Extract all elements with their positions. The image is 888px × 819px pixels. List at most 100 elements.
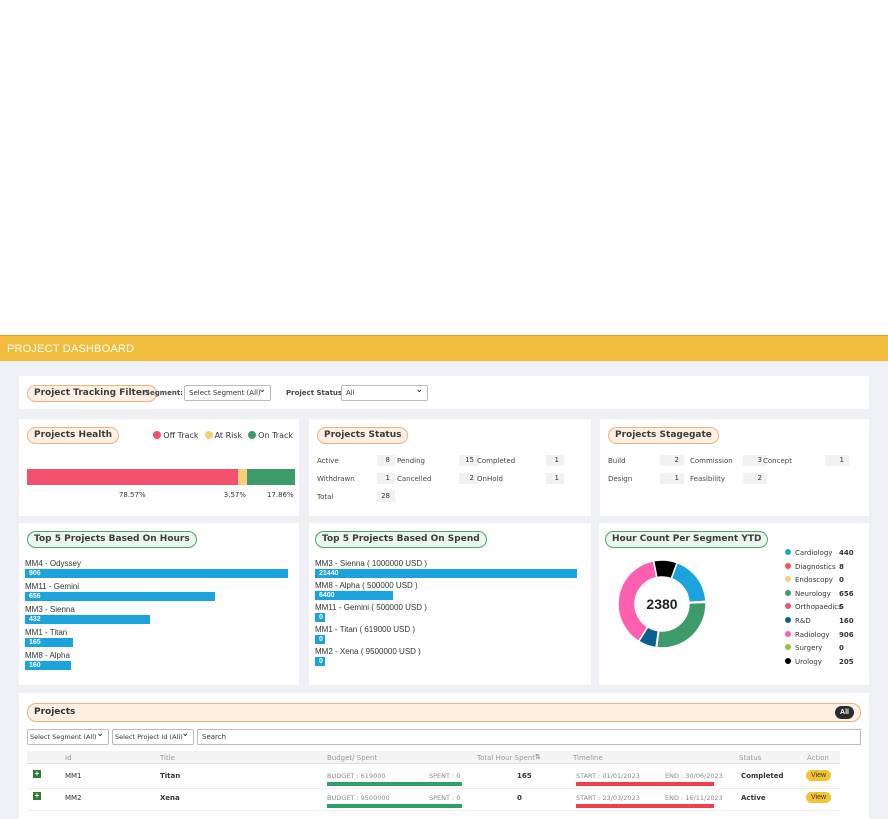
status-count: 1 bbox=[546, 473, 564, 484]
segment-legend-item[interactable]: Cardiology 440 bbox=[785, 549, 854, 557]
projects-id-select[interactable]: Select Project Id (All) bbox=[112, 727, 194, 745]
top_spend-bar-label: MM2 - Xena ( 9500000 USD ) bbox=[315, 647, 421, 656]
top-spend-card: Top 5 Projects Based On Spend MM3 - Sien… bbox=[309, 523, 591, 685]
dashboard-body: Project Tracking Filter: Segment: Select… bbox=[0, 361, 888, 819]
projects-segment-select[interactable]: Select Segment (All) bbox=[27, 727, 109, 745]
segment-label: Segment: bbox=[145, 389, 183, 397]
segment-legend-item[interactable]: Endoscopy 0 bbox=[785, 576, 844, 584]
stagegate-label: Design bbox=[608, 475, 633, 483]
budget-bar bbox=[327, 804, 462, 808]
cell-id: MM2 bbox=[65, 794, 82, 802]
segment-legend-name: Neurology bbox=[795, 589, 831, 598]
top_hours-bar: 906 bbox=[25, 569, 288, 578]
expand-icon[interactable]: + bbox=[33, 791, 41, 800]
segment-legend-value: 906 bbox=[839, 630, 854, 639]
dashboard-header: PROJECT DASHBOARD bbox=[0, 335, 888, 361]
top_hours-bar: 160 bbox=[25, 661, 72, 670]
status-label: Completed bbox=[477, 457, 516, 465]
top_spend-bar-label: MM3 - Sienna ( 1000000 USD ) bbox=[315, 559, 428, 568]
segment-legend-item[interactable]: Neurology 656 bbox=[785, 589, 854, 598]
legend-dot-icon bbox=[785, 562, 791, 569]
status-label: Cancelled bbox=[397, 475, 432, 483]
legend-dot-icon bbox=[785, 589, 791, 596]
top_hours-bar-label: MM4 - Odyssey bbox=[25, 559, 82, 568]
health-legend: Off Track At Risk On Track bbox=[147, 431, 293, 440]
health-percent-label: 17.86% bbox=[266, 491, 294, 499]
health-bar-segment bbox=[27, 469, 238, 485]
status-select[interactable]: All bbox=[341, 383, 428, 401]
health-legend-label: Off Track bbox=[163, 431, 199, 440]
segment-legend-name: Radiology bbox=[795, 630, 830, 639]
segment-legend-value: 8 bbox=[839, 562, 844, 571]
column-header: Id bbox=[65, 754, 72, 762]
segment-legend-item[interactable]: R&D 160 bbox=[785, 617, 854, 625]
segment-legend-value: 205 bbox=[839, 657, 854, 666]
legend-dot-icon bbox=[785, 576, 791, 583]
status-count: 2 bbox=[459, 473, 479, 484]
projects-title: Projects bbox=[34, 707, 76, 717]
segment-legend-value: 160 bbox=[839, 617, 854, 625]
column-header[interactable]: Total Hour Spent bbox=[477, 754, 536, 762]
status-label: Active bbox=[317, 457, 339, 465]
all-badge[interactable]: All bbox=[835, 706, 854, 719]
filter-card: Project Tracking Filter: Segment: Select… bbox=[19, 376, 869, 409]
segment-legend-item[interactable]: Urology 205 bbox=[785, 657, 854, 666]
segment-select[interactable]: Select Segment (All) bbox=[184, 383, 271, 401]
top_hours-bar: 165 bbox=[25, 638, 73, 647]
stagegate-label: Feasibility bbox=[690, 475, 725, 483]
cell-start: START : 23/03/2023 bbox=[576, 794, 640, 802]
health-bar-segment bbox=[247, 469, 295, 485]
segment-legend-value: 0 bbox=[839, 644, 844, 653]
segment-legend-item[interactable]: Surgery 0 bbox=[785, 644, 844, 652]
top_hours-bar: 432 bbox=[25, 615, 151, 624]
projects-health-card: Projects Health Off Track At Risk On Track… bbox=[19, 419, 299, 516]
top_hours-bar-label: MM1 - Titan bbox=[25, 628, 68, 637]
cell-title: Titan bbox=[160, 772, 181, 780]
segment-legend-name: Urology bbox=[795, 657, 822, 666]
segment-legend-item[interactable]: Orthopaedics 5 bbox=[785, 603, 844, 612]
projects-status-title: Projects Status bbox=[317, 427, 409, 444]
stagegate-count: 2 bbox=[660, 455, 684, 466]
column-header: Action bbox=[807, 754, 829, 762]
hour-segment-donut: 2380 bbox=[617, 559, 707, 649]
search-input[interactable]: Search bbox=[197, 729, 861, 745]
segment-legend-item[interactable]: Diagnostics 8 bbox=[785, 562, 844, 571]
cell-end: END : 16/11/2023 bbox=[665, 794, 723, 802]
cell-spent: SPENT : 0 bbox=[429, 794, 461, 802]
segment-legend-name: Diagnostics bbox=[795, 562, 836, 571]
column-header: Budget/ Spent bbox=[327, 754, 378, 762]
health-legend-item: At Risk bbox=[204, 431, 243, 440]
view-button[interactable]: View bbox=[806, 770, 831, 781]
top_hours-bar-label: MM11 - Gemini bbox=[25, 582, 80, 591]
budget-bar bbox=[327, 782, 462, 786]
view-button[interactable]: View bbox=[806, 792, 831, 803]
legend-dot-icon bbox=[785, 657, 791, 664]
health-legend-label: At Risk bbox=[214, 431, 243, 440]
cell-hours: 165 bbox=[517, 772, 532, 780]
legend-dot-icon bbox=[785, 630, 791, 637]
cell-status: Completed bbox=[741, 772, 784, 780]
cell-budget: BUDGET : 9500000 bbox=[327, 794, 390, 802]
legend-dot-icon bbox=[785, 549, 791, 555]
donut-slice-urology[interactable] bbox=[652, 559, 679, 580]
top-spend-title: Top 5 Projects Based On Spend bbox=[315, 531, 487, 548]
cell-end: END : 30/06/2023 bbox=[665, 772, 723, 780]
hour-segment-legend: Cardiology 440 Diagnostics 8 Endoscopy 0 Neuro… bbox=[777, 549, 869, 679]
timeline-bar bbox=[576, 804, 714, 808]
stagegate-count: 1 bbox=[825, 455, 849, 466]
health-percent-label: 3.57% bbox=[223, 491, 247, 499]
stagegate-count: 3 bbox=[743, 455, 767, 466]
segment-legend-value: 5 bbox=[839, 603, 844, 612]
timeline-bar bbox=[576, 782, 714, 786]
status-count: 15 bbox=[459, 455, 479, 466]
projects-status-card: Projects Status Active 8 Pending 15 Complete… bbox=[309, 419, 591, 516]
segment-legend-name: Cardiology bbox=[795, 549, 833, 557]
sort-icon[interactable]: ⇅ bbox=[535, 753, 541, 761]
expand-icon[interactable]: + bbox=[33, 769, 41, 778]
legend-dot-icon bbox=[248, 431, 257, 439]
segment-legend-item[interactable]: Radiology 906 bbox=[785, 630, 854, 639]
column-header: Timeline bbox=[573, 754, 603, 762]
donut-slice-radiology[interactable] bbox=[617, 559, 658, 643]
segment-legend-name: Orthopaedics bbox=[795, 603, 842, 612]
top_hours-bar-label: MM3 - Sienna bbox=[25, 605, 75, 614]
